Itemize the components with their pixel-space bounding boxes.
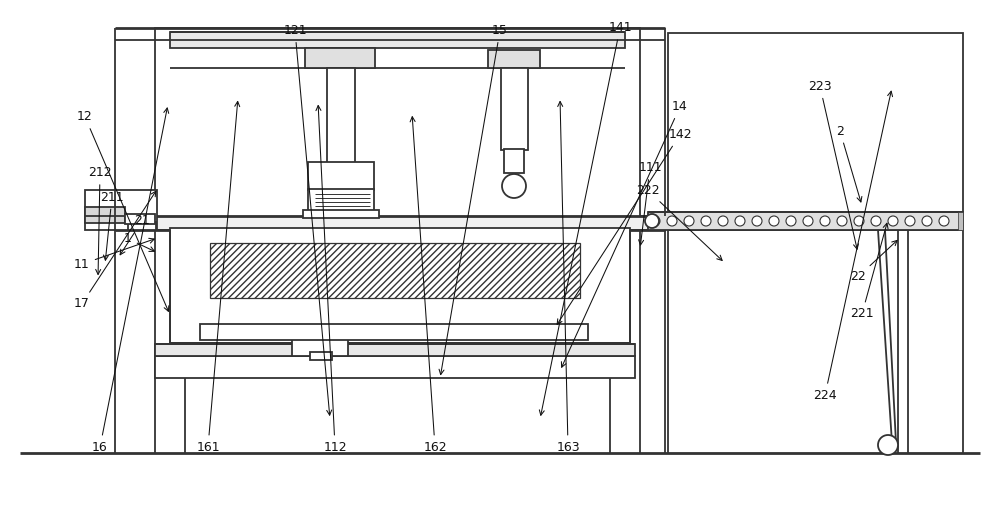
- Text: 111: 111: [638, 161, 662, 245]
- Text: 12: 12: [77, 110, 169, 311]
- Text: 16: 16: [92, 108, 169, 454]
- Circle shape: [939, 216, 949, 226]
- Text: 141: 141: [539, 21, 632, 415]
- Circle shape: [922, 216, 932, 226]
- Circle shape: [684, 216, 694, 226]
- Text: 222: 222: [636, 184, 722, 261]
- Text: 221: 221: [850, 223, 888, 321]
- Bar: [501, 68, 528, 150]
- Bar: [115, 216, 665, 230]
- Bar: [172, 230, 628, 341]
- Bar: [170, 32, 625, 48]
- Bar: [303, 210, 379, 218]
- Circle shape: [502, 174, 526, 198]
- Bar: [504, 149, 524, 173]
- Circle shape: [769, 216, 779, 226]
- Bar: [170, 228, 630, 343]
- Circle shape: [667, 216, 677, 226]
- Bar: [155, 28, 640, 216]
- Circle shape: [735, 216, 745, 226]
- Text: 223: 223: [808, 80, 858, 249]
- Text: 14: 14: [561, 100, 688, 367]
- Text: 161: 161: [196, 102, 240, 454]
- Bar: [488, 50, 540, 68]
- Circle shape: [878, 435, 898, 455]
- Circle shape: [701, 216, 711, 226]
- Circle shape: [871, 216, 881, 226]
- Circle shape: [650, 216, 660, 226]
- Bar: [327, 68, 355, 168]
- Bar: [648, 212, 963, 230]
- Circle shape: [905, 216, 915, 226]
- Circle shape: [803, 216, 813, 226]
- Bar: [310, 352, 332, 360]
- Text: 21: 21: [120, 214, 150, 255]
- Bar: [308, 189, 374, 213]
- Bar: [155, 356, 635, 378]
- Text: 211: 211: [100, 190, 124, 260]
- Circle shape: [854, 216, 864, 226]
- Text: 121: 121: [283, 24, 332, 415]
- Text: 112: 112: [316, 106, 347, 454]
- Text: 212: 212: [88, 166, 112, 274]
- Circle shape: [837, 216, 847, 226]
- Bar: [292, 338, 348, 356]
- Text: 224: 224: [813, 91, 893, 402]
- Circle shape: [645, 214, 659, 228]
- Circle shape: [888, 216, 898, 226]
- Circle shape: [752, 216, 762, 226]
- Bar: [155, 344, 635, 356]
- Bar: [305, 48, 375, 68]
- Text: 11: 11: [74, 238, 154, 271]
- Text: 22: 22: [850, 240, 897, 283]
- Bar: [128, 222, 156, 230]
- Bar: [85, 207, 125, 223]
- Bar: [125, 214, 155, 224]
- Text: 1: 1: [124, 232, 154, 251]
- Bar: [85, 190, 157, 230]
- Circle shape: [718, 216, 728, 226]
- Circle shape: [820, 216, 830, 226]
- Text: 162: 162: [410, 117, 447, 454]
- Bar: [200, 324, 588, 340]
- Bar: [958, 212, 963, 230]
- Bar: [210, 243, 580, 298]
- Bar: [668, 33, 963, 453]
- Text: 15: 15: [439, 24, 508, 374]
- Text: 2: 2: [836, 124, 862, 202]
- Circle shape: [786, 216, 796, 226]
- Text: 17: 17: [74, 191, 156, 310]
- Bar: [308, 162, 374, 190]
- Text: 142: 142: [557, 128, 692, 324]
- Text: 163: 163: [556, 102, 580, 454]
